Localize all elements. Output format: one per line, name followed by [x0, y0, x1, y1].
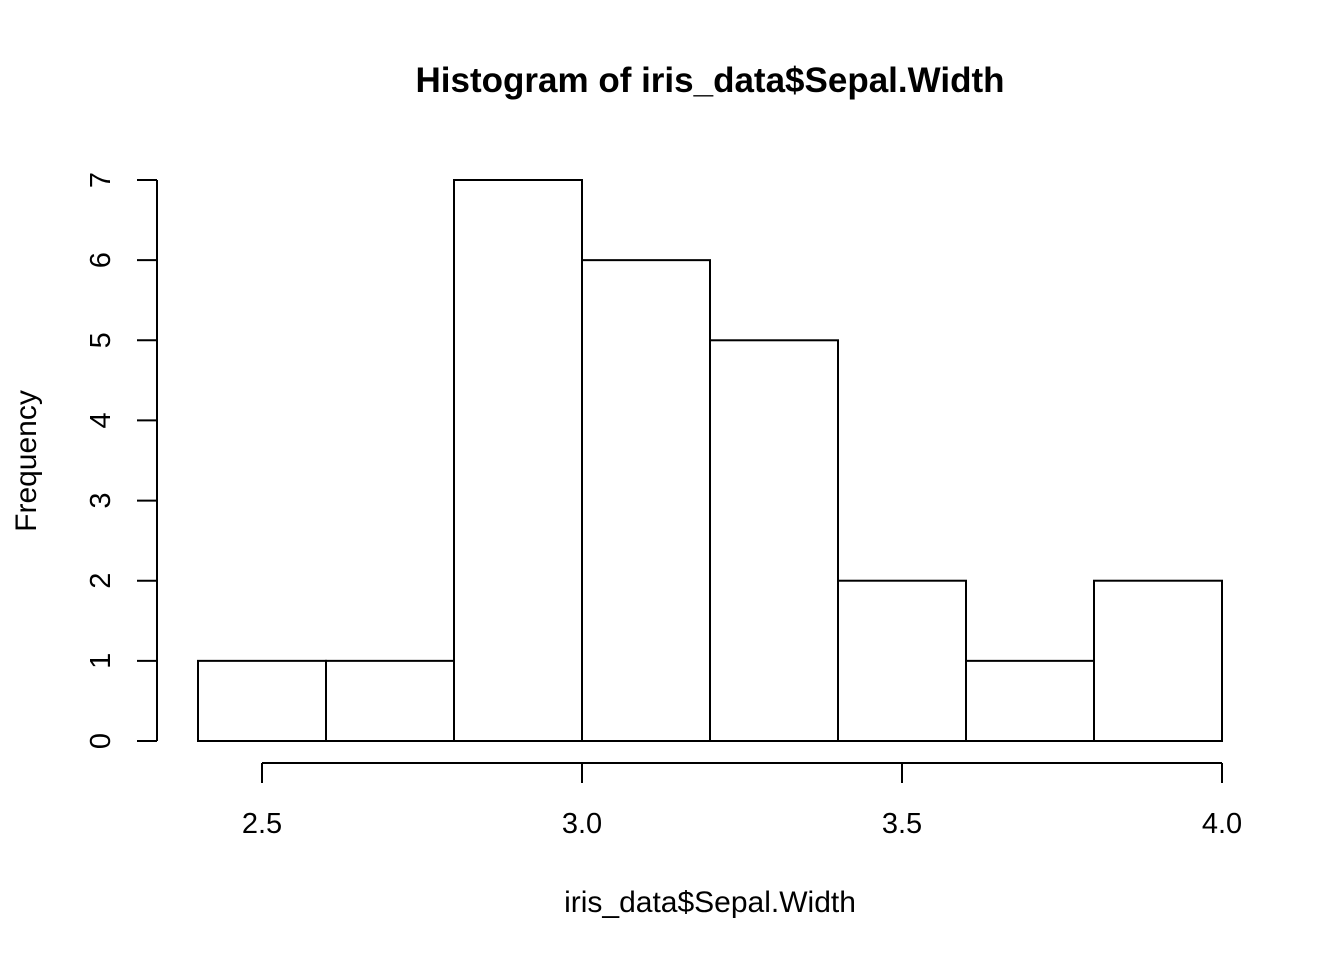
bars-group — [197, 179, 1223, 743]
x-tick-label-2: 3.5 — [882, 808, 922, 840]
y-tick-label-3: 3 — [85, 493, 117, 509]
y-tick-label-1: 1 — [85, 653, 117, 669]
bar-5 — [837, 579, 967, 743]
chart-title: Histogram of iris_data$Sepal.Width — [416, 61, 1005, 100]
x-tick-label-1: 3.0 — [562, 808, 602, 840]
bar-0 — [197, 659, 327, 742]
y-tick-label-6: 6 — [85, 252, 117, 268]
bar-7 — [1093, 579, 1223, 743]
bar-4 — [709, 339, 839, 742]
y-axis-label: Frequency — [10, 390, 43, 532]
y-tick-label-5: 5 — [85, 332, 117, 348]
y-tick-label-4: 4 — [85, 412, 117, 428]
x-axis: 2.5 3.0 3.5 4.0 — [242, 762, 1242, 840]
x-tick-label-3: 4.0 — [1202, 808, 1242, 840]
x-tick-label-0: 2.5 — [242, 808, 282, 840]
bar-2 — [453, 179, 583, 742]
y-tick-label-2: 2 — [85, 573, 117, 589]
y-axis: 0 1 2 3 4 5 6 7 — [85, 172, 158, 749]
bar-3 — [581, 259, 711, 742]
bar-6 — [965, 659, 1095, 742]
x-axis-label: iris_data$Sepal.Width — [564, 886, 856, 919]
bar-1 — [325, 659, 455, 742]
y-tick-label-0: 0 — [85, 733, 117, 749]
y-tick-label-7: 7 — [85, 172, 117, 188]
